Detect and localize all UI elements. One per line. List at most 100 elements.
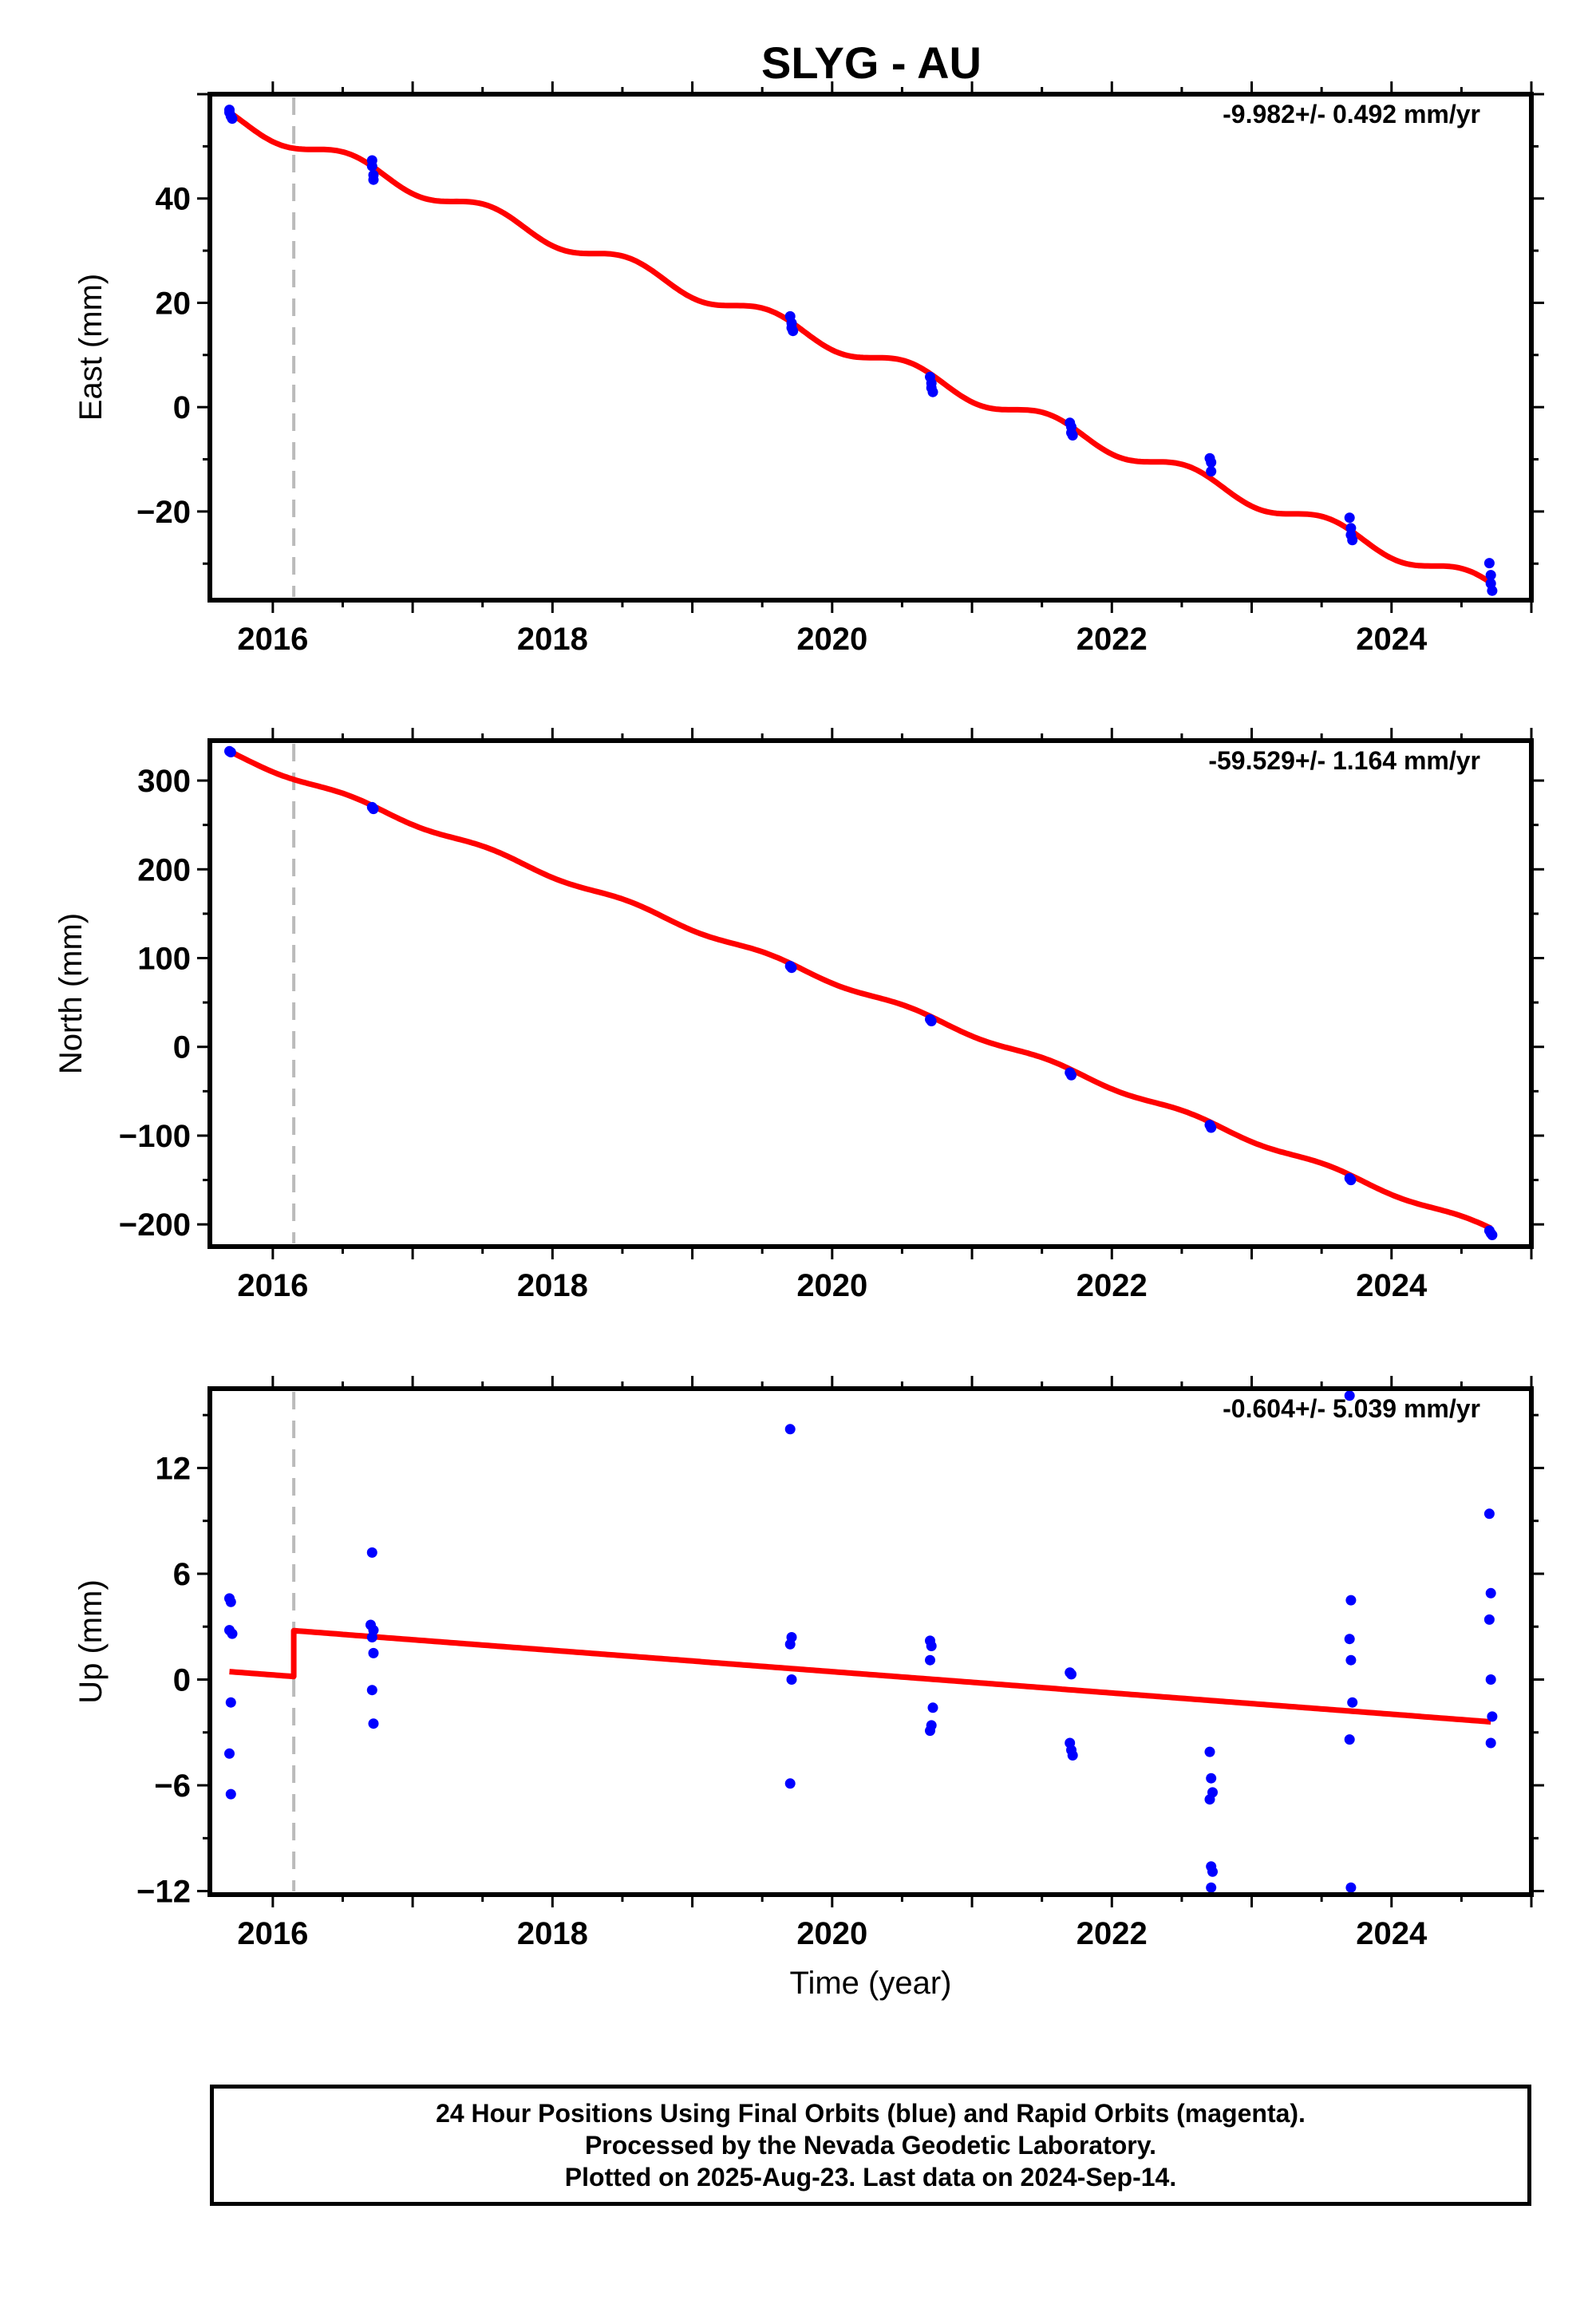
up-y-tick-label: 0 <box>173 1662 191 1697</box>
east-x-tick-label: 2018 <box>517 622 588 657</box>
up-data-point <box>225 1596 236 1607</box>
up-rate-label: -0.604+/- 5.039 mm/yr <box>1223 1394 1480 1423</box>
up-data-point <box>1485 1737 1496 1749</box>
north-x-tick-label: 2024 <box>1356 1268 1428 1303</box>
north-x-tick-label: 2016 <box>237 1268 308 1303</box>
up-data-point <box>925 1725 935 1737</box>
north-x-tick-label: 2018 <box>517 1268 588 1303</box>
chart-title: SLYG - AU <box>761 38 982 88</box>
east-rate-label: -9.982+/- 0.492 mm/yr <box>1223 100 1480 128</box>
up-y-tick-label: −12 <box>136 1875 191 1910</box>
up-data-point <box>1483 1508 1495 1520</box>
up-y-tick-label: −6 <box>154 1769 191 1804</box>
footer-line-3: Plotted on 2025-Aug-23. Last data on 202… <box>564 2163 1177 2192</box>
east-model-curve <box>227 109 1493 586</box>
north-data-point <box>368 804 379 815</box>
up-data-point <box>1066 1669 1077 1680</box>
up-data-point <box>1345 1654 1357 1666</box>
east-data-point <box>227 113 238 124</box>
east-data-point <box>1067 430 1078 441</box>
east-x-tick-label: 2016 <box>237 622 308 657</box>
east-x-tick-label: 2020 <box>796 622 867 657</box>
east-y-tick-label: 40 <box>156 182 192 217</box>
up-panel: 2016 2018 2020 2022 2024 −12 −6 0 6 12 Up (mm) Time… <box>73 1376 1544 2001</box>
east-panel: 2016 2018 2020 2022 2024 −20 0 20 40 East (mm) -9.… <box>73 81 1544 657</box>
north-x-tick-label: 2022 <box>1077 1268 1148 1303</box>
east-data-point <box>927 386 938 397</box>
up-model-curve <box>229 1627 1491 1725</box>
up-x-axis-label: Time (year) <box>790 1966 952 2001</box>
up-frame <box>207 1386 1534 1897</box>
north-y-tick-label: −100 <box>119 1119 191 1154</box>
up-data-point <box>925 1654 935 1666</box>
footer-line-2: Processed by the Nevada Geodetic Laborat… <box>584 2131 1157 2160</box>
east-data-point <box>368 174 379 185</box>
up-y-axis-label: Up (mm) <box>73 1579 109 1704</box>
up-data-point <box>1483 1614 1495 1625</box>
up-data-point <box>1345 1595 1357 1606</box>
east-y-tick-label: 20 <box>156 286 192 321</box>
up-x-tick-label: 2018 <box>517 1916 588 1951</box>
north-data-point <box>1206 1122 1217 1133</box>
up-data-point <box>786 1674 797 1685</box>
north-data-point <box>786 962 797 974</box>
north-data-point <box>1487 1230 1498 1240</box>
up-data-point <box>368 1647 379 1658</box>
up-data-point <box>1067 1750 1078 1761</box>
up-data-point <box>1344 1390 1355 1401</box>
east-y-axis-label: East (mm) <box>73 274 109 421</box>
up-data-point <box>926 1641 937 1651</box>
north-y-axis-label: North (mm) <box>53 913 89 1074</box>
north-model-curve <box>227 749 1492 1231</box>
up-data-point <box>366 1547 377 1558</box>
up-x-tick-label: 2016 <box>237 1916 308 1951</box>
up-data-point <box>784 1638 796 1650</box>
up-y-tick-label: 12 <box>156 1451 192 1486</box>
up-data-point <box>224 1748 235 1759</box>
east-data-point <box>1206 466 1217 477</box>
north-y-tick-label: 300 <box>137 764 191 799</box>
up-data-point <box>1207 1866 1218 1877</box>
north-x-tick-label: 2020 <box>796 1268 867 1303</box>
east-data-point <box>366 160 377 172</box>
up-data-point <box>225 1697 236 1708</box>
up-data-point <box>1485 1587 1496 1599</box>
up-x-tick-label: 2020 <box>796 1916 867 1951</box>
up-y-tick-label: 6 <box>173 1557 191 1592</box>
up-data-point <box>1204 1794 1215 1805</box>
up-data-point <box>1344 1734 1355 1745</box>
up-data-point <box>927 1702 938 1713</box>
up-data-point <box>368 1718 379 1729</box>
north-y-tick-label: −200 <box>119 1207 191 1243</box>
east-data-point <box>788 326 799 337</box>
footer-line-1: 24 Hour Positions Using Final Orbits (bl… <box>436 2099 1306 2128</box>
north-panel: 2016 2018 2020 2022 2024 −200 −100 0 100 200 300 No… <box>53 728 1544 1303</box>
east-x-tick-label: 2024 <box>1356 622 1428 657</box>
north-frame <box>207 738 1534 1249</box>
up-data-point <box>225 1788 236 1800</box>
up-data-point <box>1206 1773 1217 1784</box>
up-x-tick-label: 2022 <box>1077 1916 1148 1951</box>
east-data-point <box>1487 585 1498 596</box>
east-y-tick-label: −20 <box>136 495 191 530</box>
east-data-point <box>1347 535 1358 546</box>
north-y-tick-label: 0 <box>173 1030 191 1065</box>
north-data-point <box>1066 1069 1077 1081</box>
up-data-point <box>1487 1711 1498 1722</box>
up-data-point <box>1345 1882 1357 1893</box>
north-rate-label: -59.529+/- 1.164 mm/yr <box>1208 746 1480 775</box>
north-y-tick-label: 200 <box>137 852 191 887</box>
east-x-tick-label: 2022 <box>1077 622 1148 657</box>
north-data-point <box>1345 1175 1357 1186</box>
up-x-tick-label: 2024 <box>1356 1916 1428 1951</box>
footer-caption-box: 24 Hour Positions Using Final Orbits (bl… <box>210 2085 1531 2206</box>
east-data-point <box>1206 456 1217 468</box>
up-data-point <box>366 1632 377 1642</box>
east-data-point <box>1344 512 1355 524</box>
north-y-tick-label: 100 <box>137 942 191 977</box>
up-data-point <box>1485 1674 1496 1685</box>
up-data-point <box>1344 1634 1355 1645</box>
east-data-point <box>1485 570 1496 581</box>
east-frame <box>207 92 1534 603</box>
